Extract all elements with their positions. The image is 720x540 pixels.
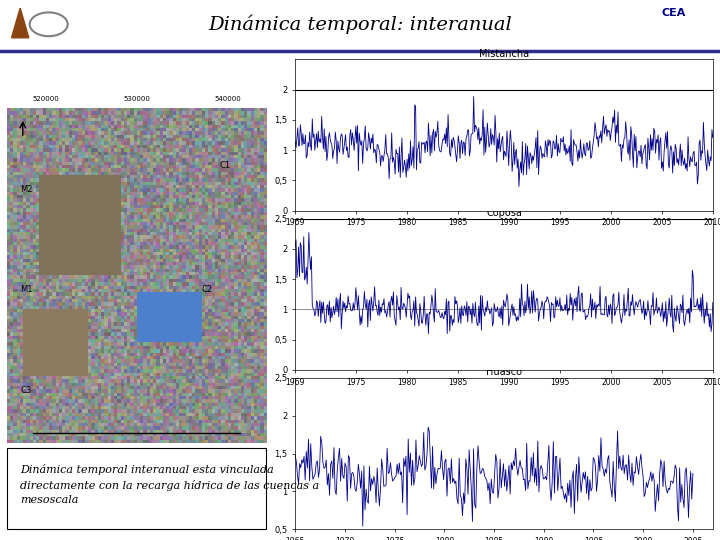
Text: M1: M1 — [20, 285, 32, 294]
Title: Coposa: Coposa — [486, 208, 522, 218]
Text: 540000: 540000 — [214, 96, 241, 102]
Title: Huasco: Huasco — [486, 367, 522, 377]
Title: Mistancha: Mistancha — [479, 49, 529, 59]
Text: 530000: 530000 — [123, 96, 150, 102]
Text: Dinámica temporal interanual esta vinculada
directamente con la recarga hídrica : Dinámica temporal interanual esta vincul… — [20, 464, 319, 505]
Text: Dinámica temporal: interanual: Dinámica temporal: interanual — [208, 15, 512, 34]
Text: CEA: CEA — [661, 8, 685, 18]
Text: C2: C2 — [202, 285, 212, 294]
Text: C3: C3 — [20, 386, 32, 395]
FancyBboxPatch shape — [7, 448, 266, 529]
Text: M2: M2 — [20, 185, 32, 194]
Polygon shape — [12, 8, 29, 38]
Text: C1: C1 — [220, 161, 231, 170]
Text: 520000: 520000 — [32, 96, 60, 102]
